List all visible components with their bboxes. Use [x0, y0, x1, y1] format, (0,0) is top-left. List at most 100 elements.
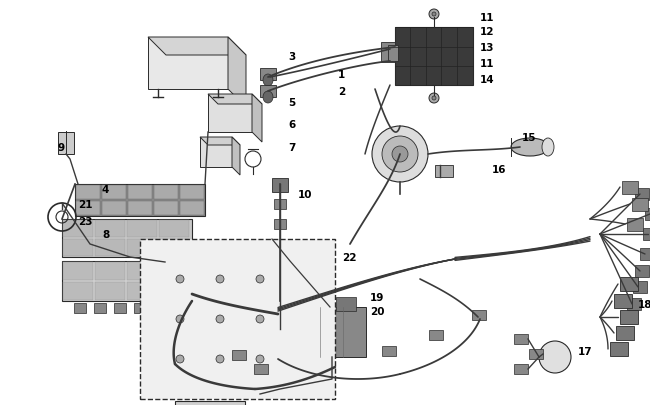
Bar [382, 346, 396, 356]
Text: 10: 10 [298, 190, 313, 200]
Bar [62, 220, 192, 257]
Circle shape [256, 275, 264, 284]
Circle shape [392, 147, 408, 162]
Text: 19: 19 [370, 292, 384, 302]
Bar [472, 310, 486, 320]
Bar [76, 185, 100, 200]
Circle shape [429, 94, 439, 104]
Polygon shape [252, 95, 262, 143]
Text: 21: 21 [78, 200, 92, 209]
Bar [274, 243, 286, 252]
Bar [102, 202, 126, 215]
Bar [127, 262, 157, 280]
Bar [254, 364, 268, 374]
Bar [159, 282, 189, 300]
Polygon shape [208, 95, 262, 105]
Bar [62, 261, 192, 301]
Circle shape [256, 355, 264, 363]
Polygon shape [200, 138, 232, 168]
Bar [429, 330, 443, 340]
Bar [134, 303, 146, 313]
Bar [95, 282, 125, 300]
Circle shape [216, 315, 224, 323]
Bar [74, 303, 86, 313]
Circle shape [372, 127, 428, 183]
Bar [63, 262, 93, 280]
Bar [635, 265, 649, 277]
Bar [627, 218, 643, 231]
Bar [180, 202, 204, 215]
Bar [272, 179, 288, 192]
Polygon shape [148, 38, 246, 56]
Text: 13: 13 [480, 43, 495, 53]
Bar [260, 86, 276, 98]
Text: 3: 3 [288, 52, 295, 62]
Bar [63, 282, 93, 300]
Bar [159, 220, 189, 237]
Bar [620, 310, 638, 324]
Bar [640, 248, 650, 260]
Bar [175, 401, 245, 405]
Polygon shape [208, 95, 252, 133]
Bar [75, 185, 205, 216]
Polygon shape [148, 38, 228, 90]
Bar [154, 202, 178, 215]
Circle shape [176, 355, 184, 363]
Ellipse shape [263, 92, 273, 104]
Bar [308, 297, 328, 311]
Bar [232, 350, 246, 360]
Text: 20: 20 [370, 306, 385, 316]
Circle shape [429, 10, 439, 20]
Bar [620, 277, 638, 291]
Bar [643, 228, 650, 241]
Bar [645, 209, 650, 220]
Bar [627, 298, 641, 310]
Circle shape [432, 13, 436, 17]
Bar [274, 220, 286, 230]
Bar [95, 220, 125, 237]
Bar [128, 202, 152, 215]
Bar [63, 220, 93, 237]
Bar [102, 185, 126, 200]
Circle shape [216, 275, 224, 284]
Bar [514, 334, 528, 344]
Circle shape [432, 97, 436, 101]
Text: 11: 11 [480, 13, 495, 23]
Bar [127, 282, 157, 300]
Bar [633, 281, 647, 293]
Bar [632, 198, 648, 211]
Bar [274, 200, 286, 209]
Text: 12: 12 [480, 27, 495, 37]
Circle shape [539, 341, 571, 373]
Text: 6: 6 [288, 120, 295, 130]
Bar [58, 133, 74, 155]
Bar [614, 294, 632, 308]
Bar [616, 326, 634, 340]
Text: 2: 2 [338, 87, 345, 97]
Ellipse shape [511, 139, 549, 157]
Bar [154, 303, 166, 313]
Bar [94, 303, 106, 313]
Bar [622, 181, 638, 194]
Circle shape [256, 315, 264, 323]
Text: 7: 7 [288, 143, 295, 153]
Bar [529, 349, 543, 359]
Bar [298, 307, 366, 357]
Bar [114, 303, 126, 313]
Text: 14: 14 [480, 75, 495, 85]
Bar [95, 239, 125, 256]
Bar [159, 239, 189, 256]
Bar [336, 297, 356, 311]
Text: 18: 18 [638, 299, 650, 309]
Bar [127, 220, 157, 237]
Bar [274, 289, 286, 299]
Bar [76, 202, 100, 215]
Bar [95, 262, 125, 280]
Polygon shape [200, 138, 240, 146]
Text: 22: 22 [342, 252, 356, 262]
Text: 1: 1 [338, 70, 345, 80]
Ellipse shape [542, 139, 554, 157]
Text: 16: 16 [492, 164, 506, 175]
Bar [381, 43, 395, 63]
Bar [127, 239, 157, 256]
